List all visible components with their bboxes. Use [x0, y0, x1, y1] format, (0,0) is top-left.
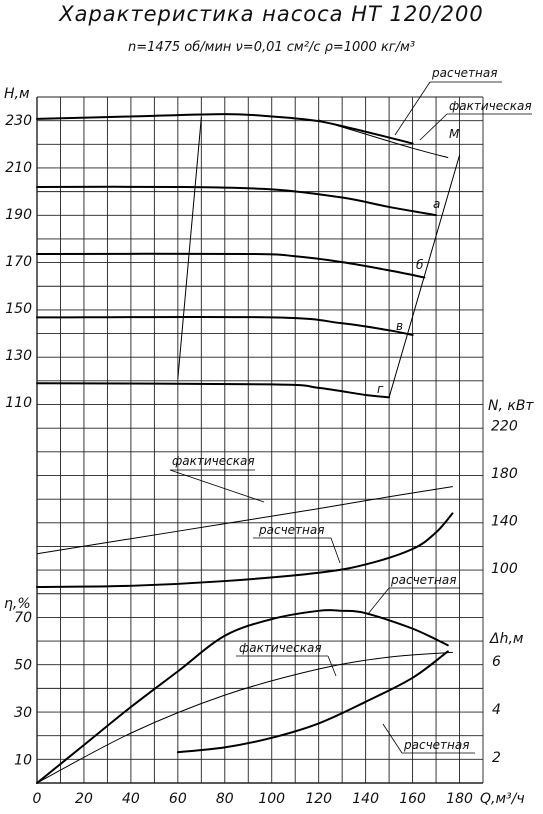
- head-curve-1: [318, 119, 449, 159]
- dh-axis-label: Δh,м: [489, 631, 524, 647]
- n-tick-label: 140: [491, 514, 518, 530]
- page-subtitle: n=1475 об/мин ν=0,01 см²/с ρ=1000 кг/м³: [127, 40, 416, 55]
- head-curve-2: [36, 185, 438, 217]
- h-tick-label: 190: [5, 207, 32, 223]
- x-tick-label: 40: [122, 791, 140, 807]
- label-a: а: [433, 197, 440, 211]
- efficiency-curve-1: [36, 651, 453, 784]
- n-tick-label: 180: [491, 466, 518, 482]
- x-tick-label: 20: [75, 791, 93, 807]
- x-tick-label: 80: [216, 791, 234, 807]
- x-tick-label: 60: [169, 791, 187, 807]
- x-axis-label: Q,м³/ч: [480, 791, 525, 807]
- h-axis-label: Н,м: [4, 86, 30, 102]
- efficiency-curve-0: [36, 609, 449, 784]
- label-power-design: расчетная: [258, 523, 324, 537]
- head-curve-6: [177, 117, 202, 379]
- label-eta-actual: фактическая: [239, 641, 322, 655]
- dh-tick-label: 6: [492, 654, 501, 670]
- grid: [36, 96, 484, 784]
- dh-tick-label: 4: [492, 702, 501, 718]
- label-head-design: расчетная: [431, 66, 497, 80]
- npsh-curve-0: [176, 650, 449, 754]
- label-v: в: [396, 319, 403, 333]
- eta-tick-label: 50: [14, 657, 32, 673]
- label-head-actual-leader: [419, 113, 448, 141]
- head-curve-7: [388, 154, 461, 398]
- label-power-design-leader: [330, 537, 341, 564]
- x-tick-label: 100: [258, 791, 285, 807]
- h-tick-label: 110: [5, 395, 32, 411]
- h-tick-label: 210: [5, 160, 32, 176]
- h-tick-label: 230: [5, 113, 32, 129]
- n-tick-label: 100: [491, 561, 518, 577]
- power-curve-0: [36, 486, 453, 555]
- label-eta-design: расчетная: [390, 573, 456, 587]
- tick-labels: 0 20 40 60 80 100 120 140 160 180 110 130 150 170 190 2…: [5, 113, 518, 807]
- x-tick-label: 160: [399, 791, 426, 807]
- label-head-actual: фактическая: [449, 99, 532, 113]
- x-tick-label: 0: [33, 791, 42, 807]
- label-head-design-leader: [394, 81, 431, 136]
- label-dh-design-leader: [382, 723, 403, 754]
- head-curve-0: [36, 113, 414, 145]
- x-tick-label: 120: [305, 791, 332, 807]
- n-axis-label: N, кВт: [488, 398, 534, 414]
- label-dh-design: расчетная: [403, 738, 469, 752]
- n-tick-label: 220: [491, 419, 518, 435]
- label-eta-design-leader: [367, 587, 390, 615]
- dh-tick-label: 2: [492, 750, 501, 766]
- x-tick-label: 180: [446, 791, 473, 807]
- head-curve-5: [36, 382, 391, 399]
- h-tick-label: 130: [5, 348, 32, 364]
- label-eta-actual-leader: [327, 655, 337, 677]
- label-power-actual: фактическая: [172, 454, 255, 468]
- label-b: б: [416, 258, 424, 272]
- x-tick-label: 140: [352, 791, 379, 807]
- head-curve-3: [36, 252, 426, 279]
- h-tick-label: 170: [5, 254, 32, 270]
- eta-tick-label: 30: [14, 705, 32, 721]
- head-curve-4: [36, 315, 414, 337]
- curves: [36, 113, 461, 784]
- power-curve-1: [36, 512, 454, 588]
- h-tick-label: 150: [5, 301, 32, 317]
- eta-tick-label: 10: [14, 752, 32, 768]
- label-m: М: [449, 127, 460, 141]
- eta-axis-label: η,%: [4, 596, 31, 612]
- page-title: Характеристика насоса НТ 120/200: [59, 2, 484, 26]
- eta-tick-label: 70: [14, 610, 32, 626]
- curve-labels: расчетная фактическая Ма б в г фактическая расч…: [169, 66, 532, 754]
- label-g: г: [377, 382, 384, 396]
- label-power-actual-leader: [169, 469, 265, 503]
